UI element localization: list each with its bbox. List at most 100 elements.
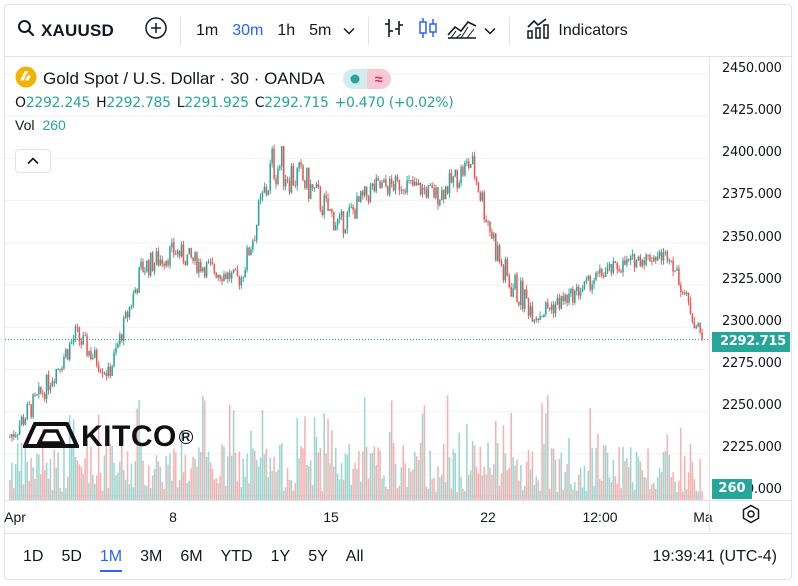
candle-body — [668, 260, 671, 262]
price-axis[interactable]: 2450.000 2425.000 2400.000 2375.000 2350… — [709, 57, 791, 500]
last-price-label: 2292.715 — [712, 332, 790, 352]
market-status-pill[interactable]: ≈ — [342, 69, 391, 89]
bar-chart-style-button[interactable] — [377, 14, 411, 48]
volume-bar — [390, 400, 393, 500]
candle-body — [296, 168, 298, 186]
chart-style-dropdown[interactable] — [479, 14, 501, 48]
range-all[interactable]: All — [345, 548, 364, 565]
range-1y[interactable]: 1Y — [270, 548, 291, 565]
indicators-button[interactable]: Indicators — [518, 17, 635, 44]
candle-body — [548, 308, 551, 310]
volume-bar — [147, 465, 150, 500]
symbol-search[interactable]: XAUUSD — [5, 5, 124, 56]
volume-bar — [22, 484, 25, 500]
volume-bar — [82, 473, 84, 500]
candle-body — [169, 247, 171, 266]
candle-body — [61, 368, 63, 371]
candle-body — [331, 209, 333, 213]
candle-body — [107, 366, 110, 377]
candle-body — [115, 347, 117, 353]
volume-bar — [485, 474, 487, 500]
timezone-clock[interactable]: 19:39:41 (UTC-4) — [652, 548, 778, 565]
range-1d[interactable]: 1D — [23, 548, 44, 565]
candle-body — [597, 272, 599, 274]
candle-body — [468, 161, 470, 168]
volume-bar — [215, 478, 218, 500]
area-chart-style-button[interactable] — [445, 14, 479, 48]
volume-bar — [473, 445, 476, 500]
candle-body — [22, 416, 25, 425]
volume-bar — [36, 453, 38, 500]
volume-bar — [240, 487, 243, 500]
volume-bar — [500, 473, 503, 500]
interval-1h[interactable]: 1h — [277, 21, 296, 39]
candle-body — [171, 242, 173, 248]
volume-bar — [475, 466, 478, 500]
interval-1m[interactable]: 1m — [196, 21, 219, 39]
open-key: O — [15, 95, 26, 111]
candle-body — [16, 434, 19, 436]
range-3m[interactable]: 3M — [140, 548, 163, 565]
volume-bar — [462, 488, 464, 500]
candle-body — [577, 286, 580, 296]
volume-bar — [545, 413, 547, 500]
compare-symbol-button[interactable] — [140, 15, 172, 47]
candle-body — [246, 247, 248, 271]
volume-bar — [575, 490, 578, 500]
range-5y[interactable]: 5Y — [308, 548, 328, 565]
volume-bar — [388, 431, 391, 500]
candle-body — [610, 264, 613, 273]
candle-body — [92, 357, 94, 360]
candle-body — [365, 186, 368, 197]
volume-bar — [41, 428, 44, 500]
interval-5m[interactable]: 5m — [309, 21, 332, 39]
candle-body — [340, 211, 343, 216]
range-5d[interactable]: 5D — [61, 548, 82, 565]
range-ytd[interactable]: YTD — [220, 548, 253, 565]
interval-30m[interactable]: 30m — [232, 21, 264, 39]
candle-body — [585, 279, 588, 282]
interval-dropdown[interactable] — [338, 14, 360, 48]
candle-body — [568, 293, 570, 303]
chart-settings-button[interactable] — [709, 500, 791, 532]
candle-body — [558, 297, 561, 309]
candle-body — [398, 179, 401, 191]
volume-bar — [664, 450, 667, 500]
candle-body — [570, 288, 572, 294]
volume-bar — [223, 446, 225, 500]
volume-bar — [423, 405, 426, 500]
range-6m[interactable]: 6M — [180, 548, 203, 565]
volume-bar — [30, 457, 32, 500]
volume-bar — [356, 468, 358, 500]
candle-body — [481, 192, 484, 201]
candle-body — [227, 272, 229, 280]
candle-body — [533, 319, 536, 322]
volume-bar — [138, 399, 140, 500]
volume-bar — [271, 471, 273, 500]
candle-chart-style-button[interactable] — [411, 14, 445, 48]
chevron-up-icon — [27, 152, 39, 170]
candle-body — [336, 219, 339, 226]
candle-body — [697, 323, 699, 327]
candle-body — [685, 292, 688, 295]
candle-body — [159, 259, 162, 266]
collapse-legend-button[interactable] — [15, 149, 51, 173]
open-value: 2292.245 — [25, 95, 91, 111]
volume-bar — [115, 475, 117, 500]
candle-body — [602, 275, 605, 277]
volume-bar — [182, 472, 185, 500]
volume-bar — [616, 483, 618, 500]
time-axis[interactable]: Apr 8 15 22 12:00 Ma — [4, 500, 713, 532]
price-pane[interactable]: Gold Spot / U.S. Dollar · 30 · OANDA ≈ O… — [5, 57, 709, 500]
volume-bar — [574, 481, 576, 500]
volume-bar — [697, 491, 699, 500]
candle-body — [371, 183, 374, 186]
volume-bar — [360, 481, 362, 500]
range-1m[interactable]: 1M — [92, 542, 130, 572]
series-legend: Gold Spot / U.S. Dollar · 30 · OANDA ≈ O… — [15, 66, 459, 133]
volume-bar — [398, 485, 401, 500]
volume-bar — [483, 466, 485, 500]
volume-bar — [610, 482, 613, 500]
volume-bar — [88, 482, 90, 500]
volume-bar — [543, 444, 545, 500]
